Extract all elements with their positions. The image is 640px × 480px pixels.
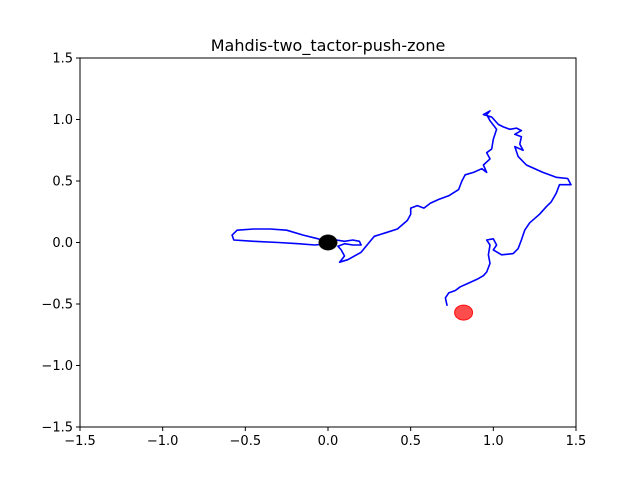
y-tick-label: 0.5 xyxy=(52,175,73,190)
x-tick-label: −0.5 xyxy=(230,434,262,449)
x-tick-label: −1.0 xyxy=(147,434,179,449)
x-tick-label: 1.0 xyxy=(483,434,504,449)
chart-title: Mahdis-two_tactor-push-zone xyxy=(211,36,446,56)
y-tick-label: −1.5 xyxy=(41,421,73,436)
x-tick-label: 0.5 xyxy=(400,434,421,449)
y-tick-label: 1.5 xyxy=(52,52,73,67)
y-tick-label: −1.0 xyxy=(41,359,73,374)
x-tick-label: 1.5 xyxy=(566,434,587,449)
start-point-marker xyxy=(318,234,338,251)
trajectory-line-2 xyxy=(231,228,329,246)
y-tick-label: 0.0 xyxy=(52,236,73,251)
y-tick-label: −0.5 xyxy=(41,298,73,313)
y-tick-label: 1.0 xyxy=(52,113,73,128)
target-point-marker xyxy=(454,304,474,321)
x-tick-label: −1.5 xyxy=(64,434,96,449)
x-tick-label: 0.0 xyxy=(318,434,339,449)
trajectory-line-1 xyxy=(327,110,572,306)
